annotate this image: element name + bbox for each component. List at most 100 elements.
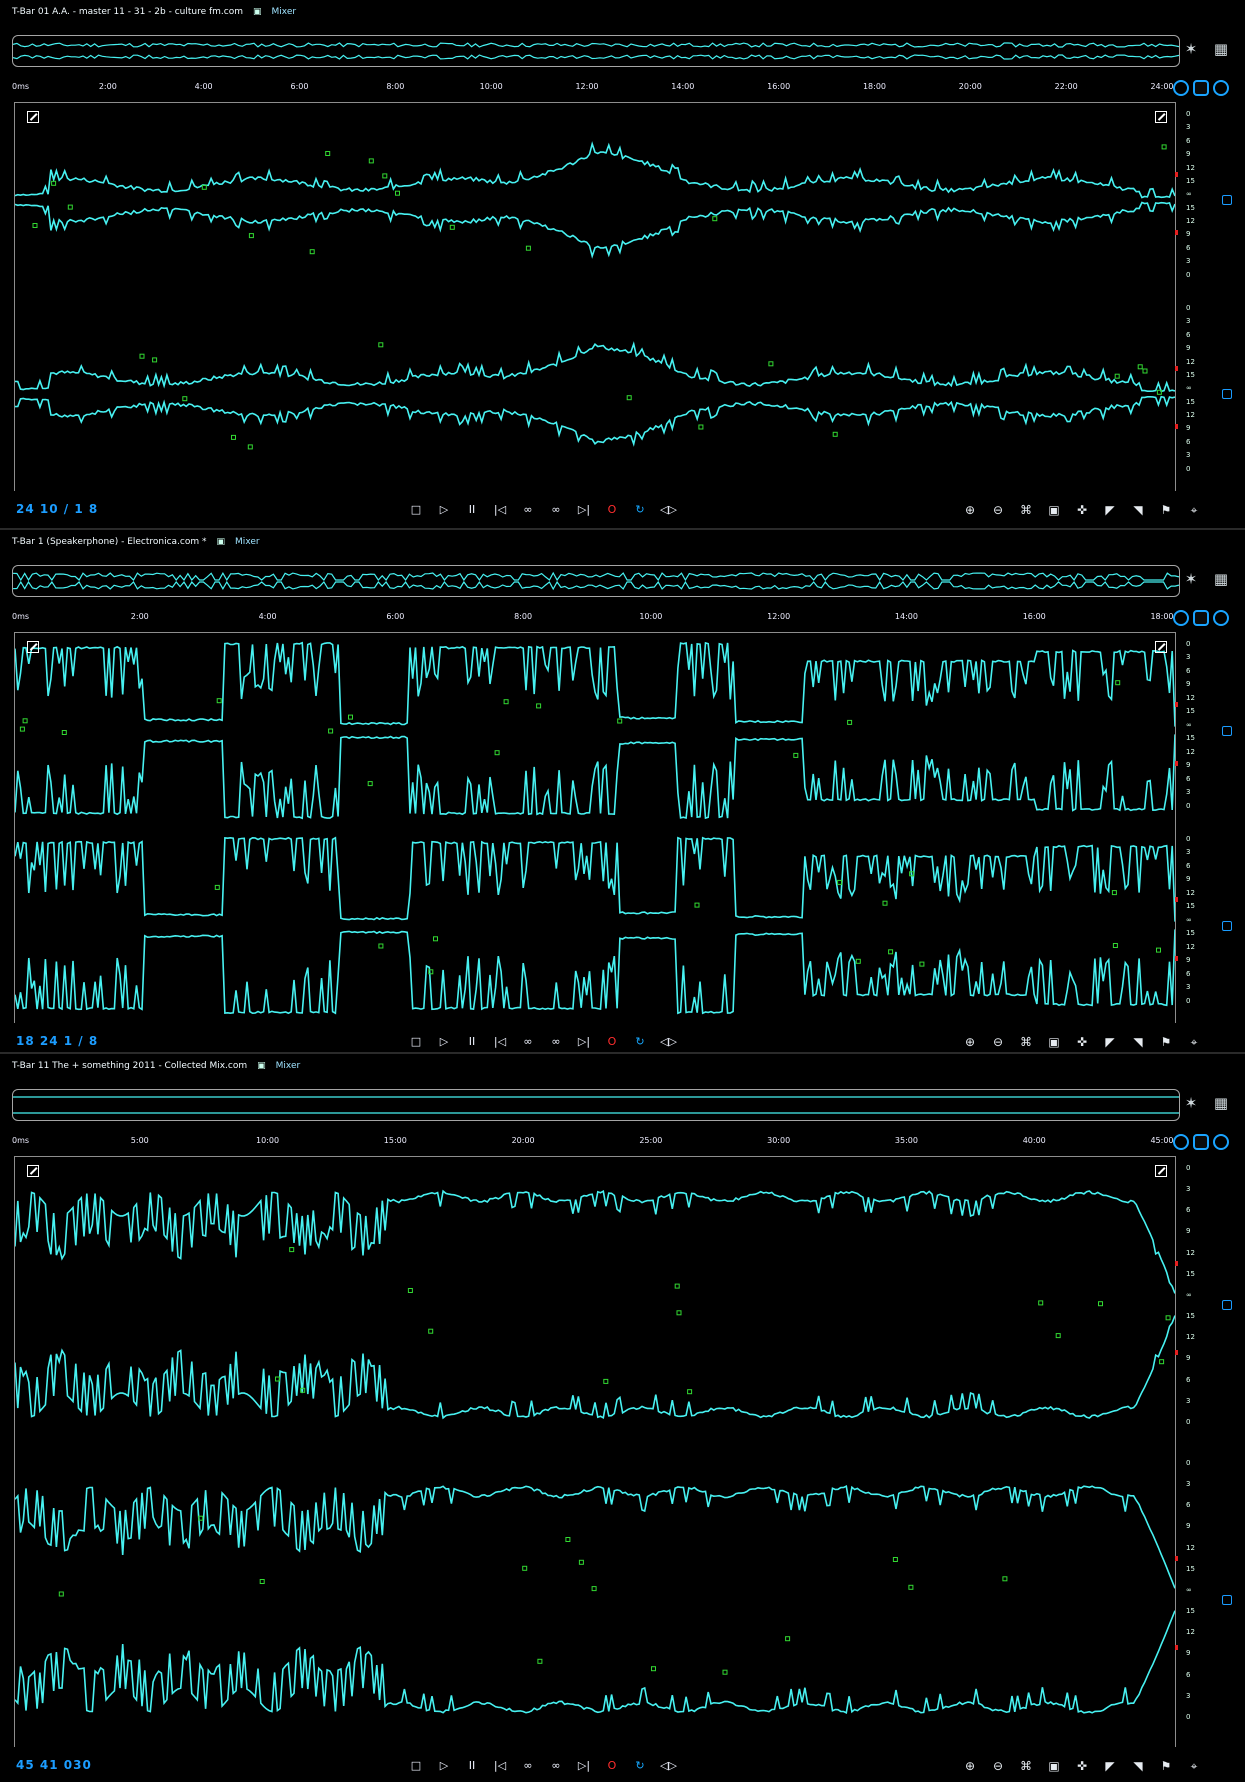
loop1-button[interactable]: ∞ xyxy=(523,1035,533,1048)
rewind-button[interactable]: |◁ xyxy=(493,503,507,516)
zoom-fit-icon[interactable]: ▣ xyxy=(1048,503,1060,517)
loop2-button[interactable]: ∞ xyxy=(551,1035,561,1048)
time-ruler[interactable]: 0ms 2:00 4:00 6:00 8:00 10:00 12:00 14:00 16:00 1… xyxy=(12,82,1178,98)
forward-button[interactable]: ▷| xyxy=(577,1035,591,1048)
rewind-button[interactable]: |◁ xyxy=(493,1759,507,1772)
forward-button[interactable]: ▷| xyxy=(577,503,591,516)
loop1-button[interactable]: ∞ xyxy=(523,1759,533,1772)
fade-out-icon[interactable]: ◥ xyxy=(1133,503,1143,517)
pause-button[interactable]: II xyxy=(468,503,476,516)
waveform-canvas[interactable] xyxy=(14,632,1176,1023)
zoom-out-icon[interactable]: ⊖ xyxy=(992,1759,1004,1773)
snap-icon[interactable]: ⌖ xyxy=(1190,1759,1198,1773)
right-channel-toggle-icon[interactable] xyxy=(1155,641,1167,653)
pin-icon[interactable]: ✶ xyxy=(1184,570,1198,588)
zoom-out-icon[interactable]: ⊖ xyxy=(992,1035,1004,1049)
left-channel-badge[interactable] xyxy=(1222,1299,1232,1310)
film-icon[interactable]: ▦ xyxy=(1213,40,1229,58)
stop-button[interactable]: □ xyxy=(410,1759,422,1772)
fade-in-icon[interactable]: ◤ xyxy=(1105,1759,1115,1773)
pan-icon[interactable]: ✜ xyxy=(1076,1759,1088,1773)
select-mode-icon[interactable] xyxy=(1193,610,1209,626)
loop2-button[interactable]: ∞ xyxy=(551,1759,561,1772)
mute-button[interactable]: ◁▷ xyxy=(660,503,677,516)
right-channel-toggle-icon[interactable] xyxy=(1155,111,1167,123)
zoom-selection-icon[interactable]: ⌘ xyxy=(1020,1759,1032,1773)
fade-in-icon[interactable]: ◤ xyxy=(1105,503,1115,517)
marker-icon[interactable]: ⚑ xyxy=(1160,1759,1172,1773)
pin-icon[interactable]: ✶ xyxy=(1184,40,1198,58)
pause-button[interactable]: II xyxy=(468,1035,476,1048)
cursor-mode-icon[interactable] xyxy=(1173,610,1189,626)
select-mode-icon[interactable] xyxy=(1193,80,1209,96)
waveform-canvas[interactable] xyxy=(14,102,1176,491)
time-ruler[interactable]: 0ms 5:00 10:00 15:00 20:00 25:00 30:00 35:00 40:… xyxy=(12,1136,1178,1152)
waveform-canvas[interactable] xyxy=(14,1156,1176,1747)
stop-button[interactable]: □ xyxy=(410,503,422,516)
zoom-in-icon[interactable]: ⊕ xyxy=(964,503,976,517)
clip-marker xyxy=(908,1584,914,1590)
mixer-link[interactable]: Mixer xyxy=(275,1061,301,1071)
loop2-button[interactable]: ∞ xyxy=(551,503,561,516)
left-channel-badge[interactable] xyxy=(1222,195,1232,205)
mute-button[interactable]: ◁▷ xyxy=(660,1759,677,1772)
zoom-in-icon[interactable]: ⊕ xyxy=(964,1759,976,1773)
zoom-selection-icon[interactable]: ⌘ xyxy=(1020,1035,1032,1049)
time-ruler[interactable]: 0ms 2:00 4:00 6:00 8:00 10:00 12:00 14:00 16:00 1… xyxy=(12,612,1178,628)
cursor-mode-icon[interactable] xyxy=(1173,1134,1189,1150)
overview-strip[interactable] xyxy=(12,1089,1180,1121)
pause-button[interactable]: II xyxy=(468,1759,476,1772)
zoom-selection-icon[interactable]: ⌘ xyxy=(1020,503,1032,517)
solo-icon[interactable] xyxy=(1213,1134,1229,1150)
mixer-link[interactable]: Mixer xyxy=(235,537,260,547)
left-channel-toggle-icon[interactable] xyxy=(27,641,39,653)
fade-out-icon[interactable]: ◥ xyxy=(1133,1759,1143,1773)
record-button[interactable]: O xyxy=(607,1759,617,1772)
record-button[interactable]: O xyxy=(607,1035,617,1048)
zoom-in-icon[interactable]: ⊕ xyxy=(964,1035,976,1049)
left-channel-toggle-icon[interactable] xyxy=(27,111,39,123)
rewind-button[interactable]: |◁ xyxy=(493,1035,507,1048)
fade-out-icon[interactable]: ◥ xyxy=(1133,1035,1143,1049)
zoom-fit-icon[interactable]: ▣ xyxy=(1048,1035,1060,1049)
overview-strip[interactable] xyxy=(12,565,1180,597)
select-mode-icon[interactable] xyxy=(1193,1134,1209,1150)
zoom-fit-icon[interactable]: ▣ xyxy=(1048,1759,1060,1773)
mixer-link[interactable]: Mixer xyxy=(271,7,297,17)
record-button[interactable]: O xyxy=(607,503,617,516)
left-channel-badge[interactable] xyxy=(1222,725,1232,736)
db-tick-label: 0 xyxy=(1186,801,1191,810)
repeat-button[interactable]: ↻ xyxy=(635,503,645,516)
cursor-mode-icon[interactable] xyxy=(1173,80,1189,96)
ruler-tick-label: 16:00 xyxy=(1022,612,1046,621)
left-channel-toggle-icon[interactable] xyxy=(27,1165,39,1177)
right-channel-toggle-icon[interactable] xyxy=(1155,1165,1167,1177)
snap-icon[interactable]: ⌖ xyxy=(1190,1035,1198,1049)
pan-icon[interactable]: ✜ xyxy=(1076,503,1088,517)
film-icon[interactable]: ▦ xyxy=(1213,570,1229,588)
repeat-button[interactable]: ↻ xyxy=(635,1759,645,1772)
right-channel-badge[interactable] xyxy=(1222,389,1232,399)
film-icon[interactable]: ▦ xyxy=(1213,1094,1229,1112)
snap-icon[interactable]: ⌖ xyxy=(1190,503,1198,517)
pin-icon[interactable]: ✶ xyxy=(1184,1094,1198,1112)
stop-button[interactable]: □ xyxy=(410,1035,422,1048)
forward-button[interactable]: ▷| xyxy=(577,1759,591,1772)
zoom-out-icon[interactable]: ⊖ xyxy=(992,503,1004,517)
play-button[interactable]: ▷ xyxy=(439,1035,449,1048)
mute-button[interactable]: ◁▷ xyxy=(660,1035,677,1048)
marker-icon[interactable]: ⚑ xyxy=(1160,503,1172,517)
pan-icon[interactable]: ✜ xyxy=(1076,1035,1088,1049)
solo-icon[interactable] xyxy=(1213,80,1229,96)
repeat-button[interactable]: ↻ xyxy=(635,1035,645,1048)
right-channel-badge[interactable] xyxy=(1222,920,1232,931)
play-button[interactable]: ▷ xyxy=(439,503,449,516)
overview-strip[interactable] xyxy=(12,35,1180,67)
fade-in-icon[interactable]: ◤ xyxy=(1105,1035,1115,1049)
solo-icon[interactable] xyxy=(1213,610,1229,626)
marker-icon[interactable]: ⚑ xyxy=(1160,1035,1172,1049)
play-button[interactable]: ▷ xyxy=(439,1759,449,1772)
loop1-button[interactable]: ∞ xyxy=(523,503,533,516)
right-channel-badge[interactable] xyxy=(1222,1594,1232,1605)
waveform-lower-envelope xyxy=(15,1315,1175,1420)
